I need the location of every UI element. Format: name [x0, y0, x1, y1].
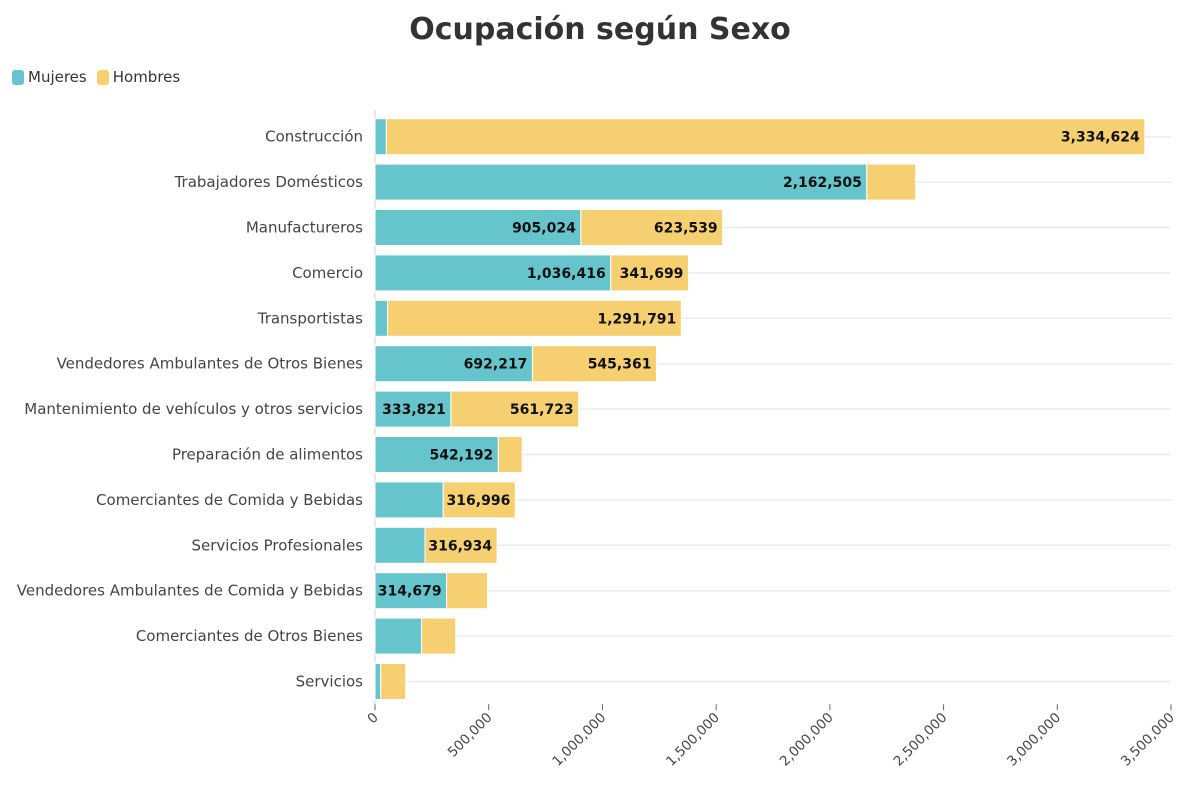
data-label: 692,217: [464, 357, 528, 373]
category-label: Mantenimiento de vehículos y otros servi…: [24, 400, 363, 418]
legend-swatch-mujeres: [12, 69, 24, 85]
legend-label-hombres: Hombres: [112, 68, 181, 86]
legend-item-hombres[interactable]: Hombres: [96, 68, 181, 86]
data-label: 1,036,416: [527, 266, 606, 282]
x-tick-label: 1,000,000: [549, 710, 609, 770]
legend: Mujeres Hombres: [12, 68, 190, 86]
bar-mujeres: [374, 481, 444, 519]
data-label: 316,996: [447, 493, 511, 509]
bar-mujeres: [374, 572, 448, 610]
category-label: Servicios Profesionales: [191, 536, 363, 554]
bar-hombres: [424, 526, 498, 564]
chart-title: Ocupación según Sexo: [409, 12, 791, 47]
bar-mujeres: [374, 436, 499, 473]
bar-hombres: [497, 436, 523, 473]
data-label: 333,821: [382, 402, 446, 418]
bar-mujeres: [374, 118, 387, 156]
bar-hombres: [442, 481, 516, 519]
category-label: Trabajadores Domésticos: [174, 173, 364, 191]
data-label: 623,539: [654, 221, 718, 237]
category-label: Construcción: [265, 128, 363, 146]
bar-mujeres: [374, 526, 426, 564]
bar-mujeres: [374, 345, 533, 383]
bar-mujeres: [374, 617, 423, 655]
bar-mujeres: [374, 663, 382, 700]
data-label: 314,679: [378, 584, 442, 600]
bar-hombres: [610, 254, 689, 292]
data-label: 341,699: [620, 266, 684, 282]
legend-label-mujeres: Mujeres: [28, 68, 87, 86]
bar-hombres: [385, 118, 1146, 156]
legend-item-mujeres[interactable]: Mujeres: [12, 68, 87, 86]
data-label: 545,361: [588, 357, 652, 373]
category-label: Manufactureros: [246, 219, 363, 237]
data-label: 542,192: [430, 448, 494, 464]
category-label: Comerciantes de Otros Bienes: [136, 627, 363, 645]
bar-mujeres: [374, 209, 582, 246]
x-tick-label: 2,000,000: [777, 710, 837, 770]
data-label: 316,934: [428, 538, 492, 554]
category-label: Vendedores Ambulantes de Comida y Bebida…: [17, 582, 363, 600]
category-label: Comerciantes de Comida y Bebidas: [96, 491, 363, 509]
data-label: 1,291,791: [597, 311, 676, 327]
data-label: 2,162,505: [783, 175, 862, 191]
category-label: Comercio: [292, 264, 363, 282]
bar-hombres: [866, 163, 917, 201]
bar-mujeres: [374, 254, 612, 292]
x-tick-label: 0: [364, 710, 381, 727]
x-tick-label: 1,500,000: [663, 710, 723, 770]
bar-hombres: [531, 345, 657, 383]
legend-swatch-hombres: [96, 69, 109, 85]
bar-hombres: [580, 209, 724, 246]
x-tick-label: 2,500,000: [890, 710, 950, 770]
x-tick-label: 3,000,000: [1004, 710, 1064, 770]
category-label: Servicios: [296, 673, 364, 691]
bar-hombres: [380, 663, 407, 700]
bar-hombres: [387, 299, 682, 337]
bar-mujeres: [374, 163, 868, 201]
x-tick-label: 500,000: [445, 710, 496, 761]
bar-hombres: [446, 572, 489, 610]
bar-hombres: [450, 390, 580, 428]
category-label: Transportistas: [257, 309, 363, 327]
data-label: 905,024: [512, 221, 576, 237]
x-tick-label: 3,500,000: [1118, 710, 1178, 770]
bar-hombres: [421, 617, 457, 655]
bar-mujeres: [374, 390, 452, 428]
data-label: 3,334,624: [1061, 130, 1140, 146]
category-label: Vendedores Ambulantes de Otros Bienes: [57, 355, 364, 373]
data-label: 561,723: [510, 402, 574, 418]
category-label: Preparación de alimentos: [172, 446, 363, 464]
bar-mujeres: [374, 299, 389, 337]
